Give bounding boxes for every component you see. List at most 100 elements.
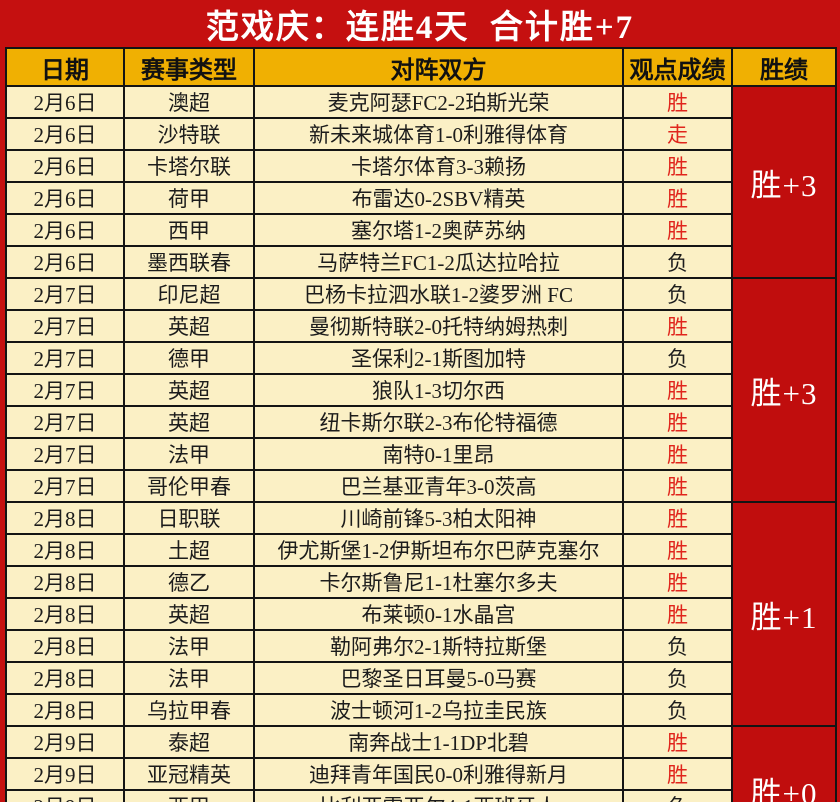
league-cell: 沙特联 [123, 117, 255, 151]
header-row: 日期 赛事类型 对阵双方 观点成绩 胜绩 [5, 47, 837, 87]
league-cell: 法甲 [123, 437, 255, 471]
league-cell: 德甲 [123, 341, 255, 375]
date-cell: 2月8日 [5, 597, 125, 631]
date-cell: 2月7日 [5, 405, 125, 439]
streak-cell: 胜+1 [731, 501, 837, 727]
league-cell: 泰超 [123, 725, 255, 759]
verdict-cell: 胜 [622, 405, 733, 439]
league-cell: 卡塔尔联 [123, 149, 255, 183]
date-cell: 2月8日 [5, 501, 125, 535]
verdict-cell: 胜 [622, 501, 733, 535]
table-row: 2月7日 英超 纽卡斯尔联2-3布伦特福德胜 [5, 405, 836, 439]
table-row: 2月8日 法甲 勒阿弗尔2-1斯特拉斯堡负 [5, 629, 836, 663]
verdict-cell: 负 [622, 277, 733, 311]
date-cell: 2月9日 [5, 789, 125, 802]
match-cell: 迪拜青年国民0-0利雅得新月 [253, 757, 624, 791]
verdict-cell: 胜 [622, 373, 733, 407]
date-cell: 2月8日 [5, 533, 125, 567]
match-cell: 巴黎圣日耳曼5-0马赛 [253, 661, 624, 695]
match-cell: 南特0-1里昂 [253, 437, 624, 471]
results-tbody: 2月6日 澳超 麦克阿瑟FC2-2珀斯光荣胜胜+3 2月6日 沙特联 新未来城体育1-0利… [5, 85, 837, 802]
column-header-league: 赛事类型 [123, 47, 255, 87]
date-cell: 2月9日 [5, 725, 125, 759]
verdict-cell: 负 [622, 245, 733, 279]
date-cell: 2月8日 [5, 661, 125, 695]
league-cell: 荷甲 [123, 181, 255, 215]
table-row: 2月6日 沙特联 新未来城体育1-0利雅得体育走 [5, 117, 836, 151]
match-cell: 布雷达0-2SBV精英 [253, 181, 624, 215]
verdict-cell: 胜 [622, 725, 733, 759]
date-cell: 2月7日 [5, 309, 125, 343]
date-cell: 2月6日 [5, 213, 125, 247]
league-cell: 日职联 [123, 501, 255, 535]
match-cell: 新未来城体育1-0利雅得体育 [253, 117, 624, 151]
verdict-cell: 胜 [622, 533, 733, 567]
table-row: 2月6日 澳超 麦克阿瑟FC2-2珀斯光荣胜胜+3 [5, 85, 837, 279]
table-row: 2月7日 英超 狼队1-3切尔西胜 [5, 373, 836, 407]
match-cell: 圣保利2-1斯图加特 [253, 341, 624, 375]
league-cell: 英超 [123, 405, 255, 439]
league-cell: 墨西联春 [123, 245, 255, 279]
table-header: 日期 赛事类型 对阵双方 观点成绩 胜绩 [5, 47, 837, 87]
table-row: 2月7日 英超 曼彻斯特联2-0托特纳姆热刺胜 [5, 309, 836, 343]
match-cell: 麦克阿瑟FC2-2珀斯光荣 [253, 85, 624, 119]
match-cell: 布莱顿0-1水晶宫 [253, 597, 624, 631]
table-row: 2月6日 荷甲 布雷达0-2SBV精英胜 [5, 181, 836, 215]
league-cell: 澳超 [123, 85, 255, 119]
match-cell: 勒阿弗尔2-1斯特拉斯堡 [253, 629, 624, 663]
league-cell: 英超 [123, 597, 255, 631]
verdict-cell: 胜 [622, 309, 733, 343]
table-row: 2月6日 西甲 塞尔塔1-2奥萨苏纳胜 [5, 213, 836, 247]
column-header-streak: 胜绩 [731, 47, 837, 87]
streak-cell: 胜+3 [731, 85, 837, 279]
match-cell: 伊尤斯堡1-2伊斯坦布尔巴萨克塞尔 [253, 533, 624, 567]
league-cell: 西甲 [123, 213, 255, 247]
date-cell: 2月7日 [5, 437, 125, 471]
match-cell: 纽卡斯尔联2-3布伦特福德 [253, 405, 624, 439]
verdict-cell: 负 [622, 341, 733, 375]
match-cell: 卡尔斯鲁尼1-1杜塞尔多夫 [253, 565, 624, 599]
table-row: 2月8日 土超 伊尤斯堡1-2伊斯坦布尔巴萨克塞尔胜 [5, 533, 836, 567]
match-cell: 马萨特兰FC1-2瓜达拉哈拉 [253, 245, 624, 279]
date-cell: 2月7日 [5, 277, 125, 311]
table-row: 2月9日 泰超 南奔战士1-1DP北碧胜胜+0 [5, 725, 837, 802]
league-cell: 德乙 [123, 565, 255, 599]
match-cell: 塞尔塔1-2奥萨苏纳 [253, 213, 624, 247]
date-cell: 2月6日 [5, 245, 125, 279]
match-cell: 波士顿河1-2乌拉圭民族 [253, 693, 624, 727]
match-cell: 狼队1-3切尔西 [253, 373, 624, 407]
streak-cell: 胜+3 [731, 277, 837, 503]
date-cell: 2月7日 [5, 341, 125, 375]
date-cell: 2月7日 [5, 373, 125, 407]
date-cell: 2月8日 [5, 693, 125, 727]
verdict-cell: 负 [622, 629, 733, 663]
table-row: 2月8日 德乙 卡尔斯鲁尼1-1杜塞尔多夫胜 [5, 565, 836, 599]
table-row: 2月8日 日职联 川崎前锋5-3柏太阳神胜胜+1 [5, 501, 837, 727]
date-cell: 2月6日 [5, 117, 125, 151]
match-cell: 卡塔尔体育3-3赖扬 [253, 149, 624, 183]
league-cell: 西甲 [123, 789, 255, 802]
column-header-match: 对阵双方 [253, 47, 624, 87]
verdict-cell: 胜 [622, 149, 733, 183]
match-cell: 巴兰基亚青年3-0茨高 [253, 469, 624, 503]
page-title: 范戏庆：连胜4天 合计胜+7 [205, 9, 635, 46]
date-cell: 2月6日 [5, 149, 125, 183]
table-row: 2月7日 法甲 南特0-1里昂胜 [5, 437, 836, 471]
verdict-cell: 胜 [622, 213, 733, 247]
match-cell: 南奔战士1-1DP北碧 [253, 725, 624, 759]
match-cell: 比利亚雷亚尔4-1西班牙人 [253, 789, 624, 802]
league-cell: 土超 [123, 533, 255, 567]
date-cell: 2月6日 [5, 85, 125, 119]
table-row: 2月6日 墨西联春 马萨特兰FC1-2瓜达拉哈拉负 [5, 245, 836, 279]
date-cell: 2月7日 [5, 469, 125, 503]
league-cell: 英超 [123, 309, 255, 343]
column-header-date: 日期 [5, 47, 125, 87]
table-row: 2月8日 法甲 巴黎圣日耳曼5-0马赛负 [5, 661, 836, 695]
league-cell: 乌拉甲春 [123, 693, 255, 727]
match-cell: 曼彻斯特联2-0托特纳姆热刺 [253, 309, 624, 343]
match-cell: 川崎前锋5-3柏太阳神 [253, 501, 624, 535]
league-cell: 亚冠精英 [123, 757, 255, 791]
table-row: 2月9日西甲比利亚雷亚尔4-1西班牙人负 [5, 789, 836, 802]
verdict-cell: 胜 [622, 597, 733, 631]
verdict-cell: 负 [622, 789, 733, 802]
